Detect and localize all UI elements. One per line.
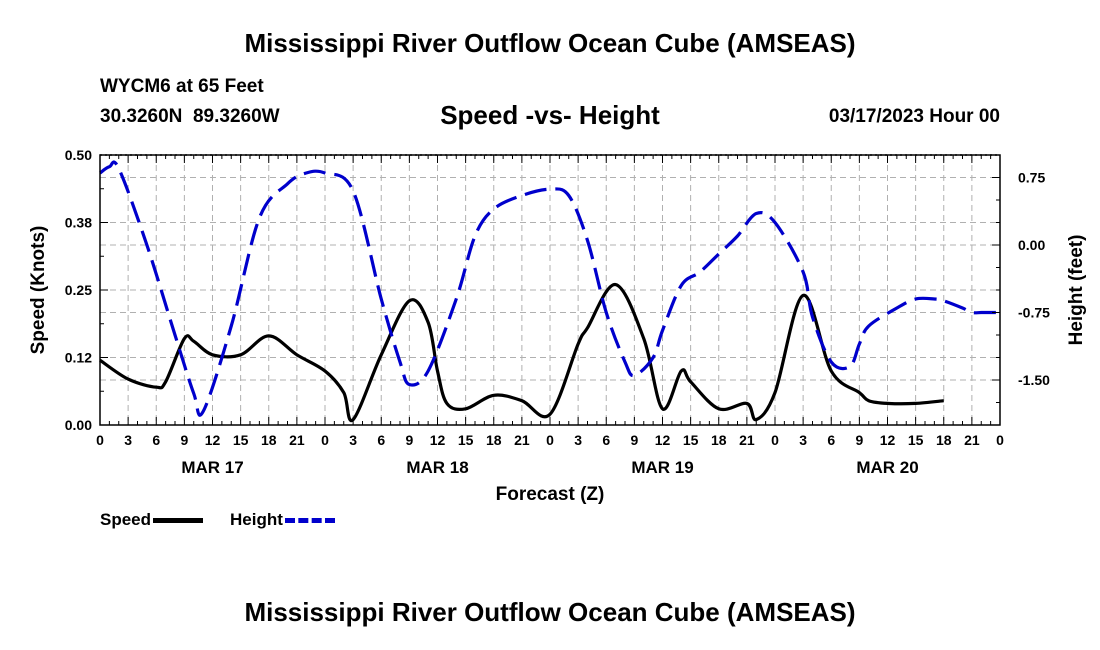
x-axis-title: Forecast (Z) [496,484,605,505]
x-tick-label: 21 [289,432,305,448]
x-tick-label: 9 [630,432,638,448]
series-layer [99,160,1001,423]
legend-height: Height [230,510,335,530]
legend-speed-label: Speed [100,510,152,529]
x-tick-label: 21 [964,432,980,448]
x-tick-label: 9 [180,432,188,448]
x-tick-label: 15 [683,432,699,448]
grid [100,155,1000,425]
x-tick-label: 0 [546,432,554,448]
x-tick-label: 12 [655,432,671,448]
x-tick-label: 6 [602,432,610,448]
x-tick-label: 12 [430,432,446,448]
day-label: MAR 17 [181,458,243,477]
x-tick-label: 6 [152,432,160,448]
y-right-tick-label: -0.75 [1018,305,1050,321]
x-tick-label: 21 [514,432,530,448]
y-left-tick-label: 0.50 [65,147,92,163]
forecast-datetime: 03/17/2023 Hour 00 [828,106,1000,127]
y-axis-left-title: Speed (Knots) [28,226,49,355]
y-right-tick-label: 0.00 [1018,237,1045,253]
x-tick-label: 18 [261,432,277,448]
y-axis-right-title: Height (feet) [1066,235,1087,346]
axes: 0 3 6 9 12 15 18 21 0 3 6 9 12 15 18 21 0 3 6 9 12 15 18 21 0 3 6 9… [65,147,1050,477]
chart-subtitle: Speed -vs- Height [440,100,660,130]
x-tick-label: 3 [799,432,807,448]
y-left-tick-label: 0.25 [65,282,92,298]
coordinates-label: 30.3260N 89.3260W [100,106,280,127]
chart-title: Mississippi River Outflow Ocean Cube (AM… [244,28,856,58]
day-label: MAR 20 [856,458,918,477]
x-tick-label: 9 [405,432,413,448]
x-tick-label: 0 [321,432,329,448]
x-tick-label: 3 [349,432,357,448]
x-tick-label: 0 [771,432,779,448]
x-tick-label: 15 [908,432,924,448]
x-tick-label: 3 [574,432,582,448]
x-tick-label: 12 [880,432,896,448]
x-tick-label: 12 [205,432,221,448]
legend-height-label: Height [230,510,283,529]
x-tick-label: 9 [855,432,863,448]
x-tick-label: 21 [739,432,755,448]
x-tick-label: 18 [711,432,727,448]
legend-height-swatch [284,517,335,523]
day-label: MAR 18 [406,458,468,477]
x-tick-label: 18 [936,432,952,448]
station-label: WYCM6 at 65 Feet [100,76,264,97]
y-left-tick-label: 0.00 [65,417,92,433]
y-left-tick-label: 0.12 [65,350,92,366]
x-tick-label: 6 [377,432,385,448]
x-tick-label: 3 [124,432,132,448]
day-label: MAR 19 [631,458,693,477]
y-right-tick-label: 0.75 [1018,170,1045,186]
x-tick-label: 18 [486,432,502,448]
legend-speed-swatch [153,517,204,523]
x-tick-label: 15 [458,432,474,448]
x-tick-label: 15 [233,432,249,448]
x-tick-label: 0 [996,432,1004,448]
x-tick-label: 6 [827,432,835,448]
series-line-speed [99,283,944,423]
footer-title: Mississippi River Outflow Ocean Cube (AM… [244,597,856,627]
x-tick-label: 0 [96,432,104,448]
legend-speed: Speed [100,510,204,530]
y-left-tick-label: 0.38 [65,215,92,231]
y-right-tick-label: -1.50 [1018,372,1050,388]
